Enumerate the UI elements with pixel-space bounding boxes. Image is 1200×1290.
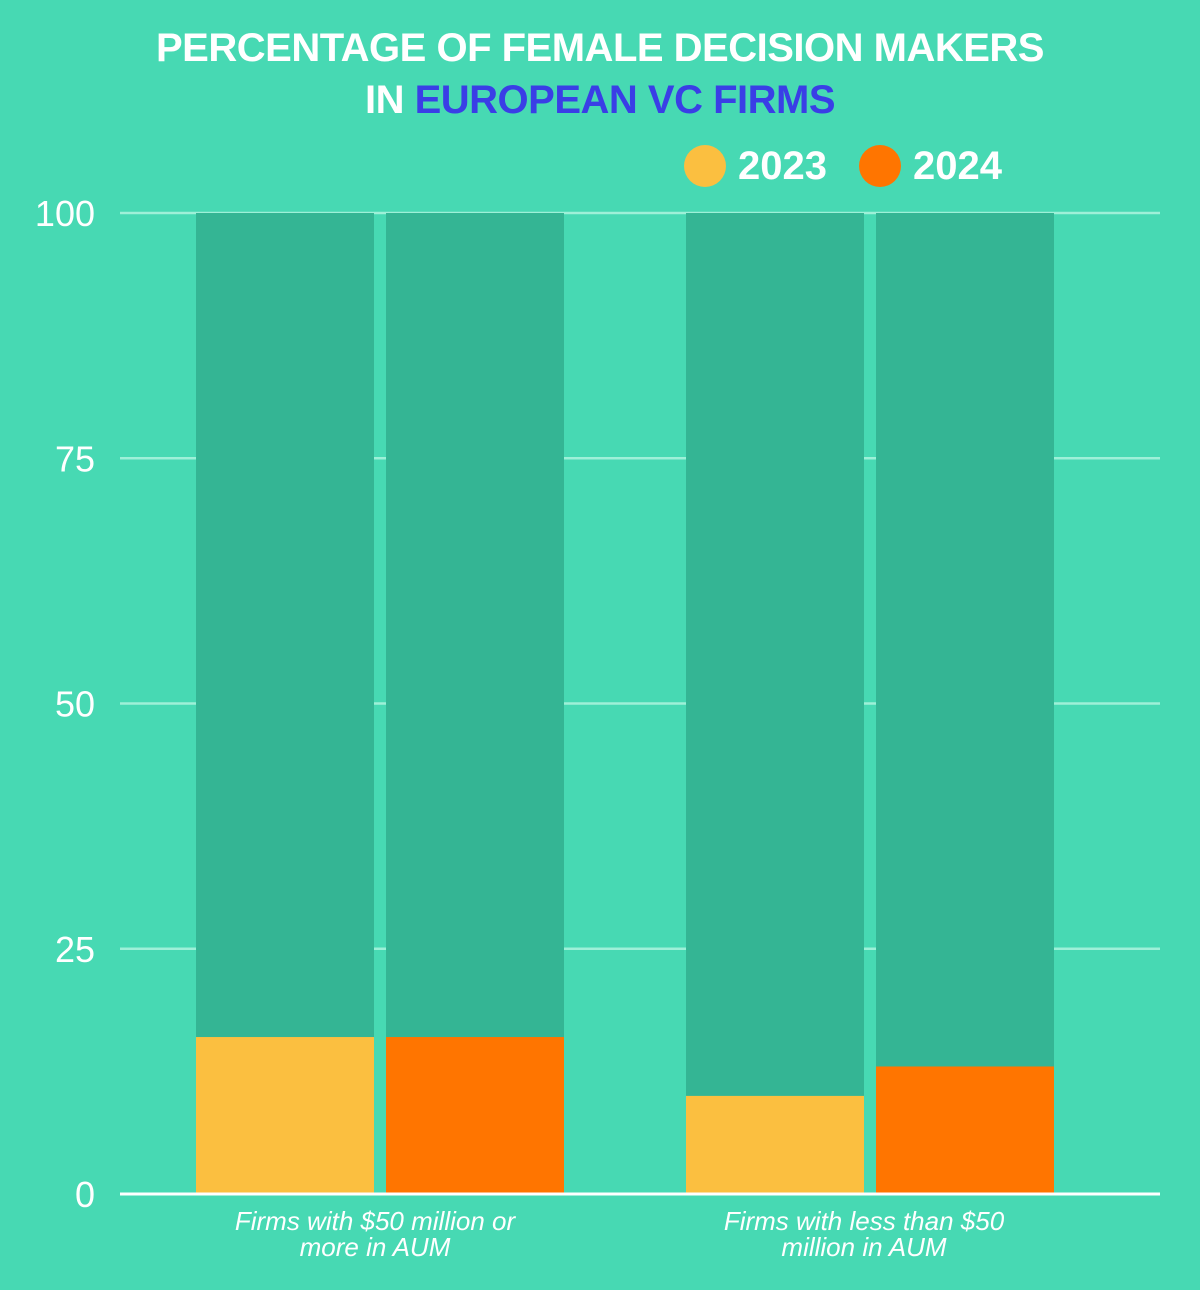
bar-track-0-2024 [386,213,564,1194]
legend-item-2023: 2023 [684,144,827,189]
legend-item-2024: 2024 [858,143,1002,189]
chart-title-line1: PERCENTAGE OF FEMALE DECISION MAKERS [156,26,1044,70]
bar-0-2024 [386,1037,564,1194]
chart-title-prefix: IN [364,78,415,122]
y-tick-label-100: 100 [35,193,95,234]
chart-title-highlight: EUROPEAN VC FIRMS [414,78,836,122]
y-tick-label-0: 0 [75,1174,95,1215]
chart-title-line2: IN EUROPEAN VC FIRMS [0,74,1200,126]
y-tick-label-75: 75 [55,438,95,479]
bar-track-1-2023 [686,213,864,1194]
bar-1-2023 [686,1095,864,1194]
legend: 2023 2024 [684,143,1034,189]
legend-label-2024: 2024 [912,143,1002,188]
category-label-1-line1: Firms with less than $50 [723,1206,1005,1236]
category-label-0-line1: Firms with $50 million or [234,1206,516,1236]
y-axis-ticks: 0 25 50 75 100 [35,193,95,1215]
category-label-0-line2: more in AUM [299,1232,451,1262]
bar-track-0-2023 [196,213,374,1194]
category-label-1: Firms with less than $50 million in AUM [664,1208,1064,1260]
category-label-1-line2: million in AUM [781,1232,947,1262]
bar-1-2024 [876,1066,1054,1194]
legend-label-2023: 2023 [738,143,827,188]
y-tick-label-50: 50 [55,684,95,725]
bars [196,213,1054,1194]
category-label-0: Firms with $50 million or more in AUM [175,1208,575,1260]
legend-swatch-2024 [858,145,901,187]
legend-swatch-2023 [684,145,726,187]
bar-0-2023 [196,1037,374,1194]
y-tick-label-25: 25 [55,929,95,970]
chart-title: PERCENTAGE OF FEMALE DECISION MAKERS IN … [0,22,1200,126]
bar-track-1-2024 [876,213,1054,1194]
